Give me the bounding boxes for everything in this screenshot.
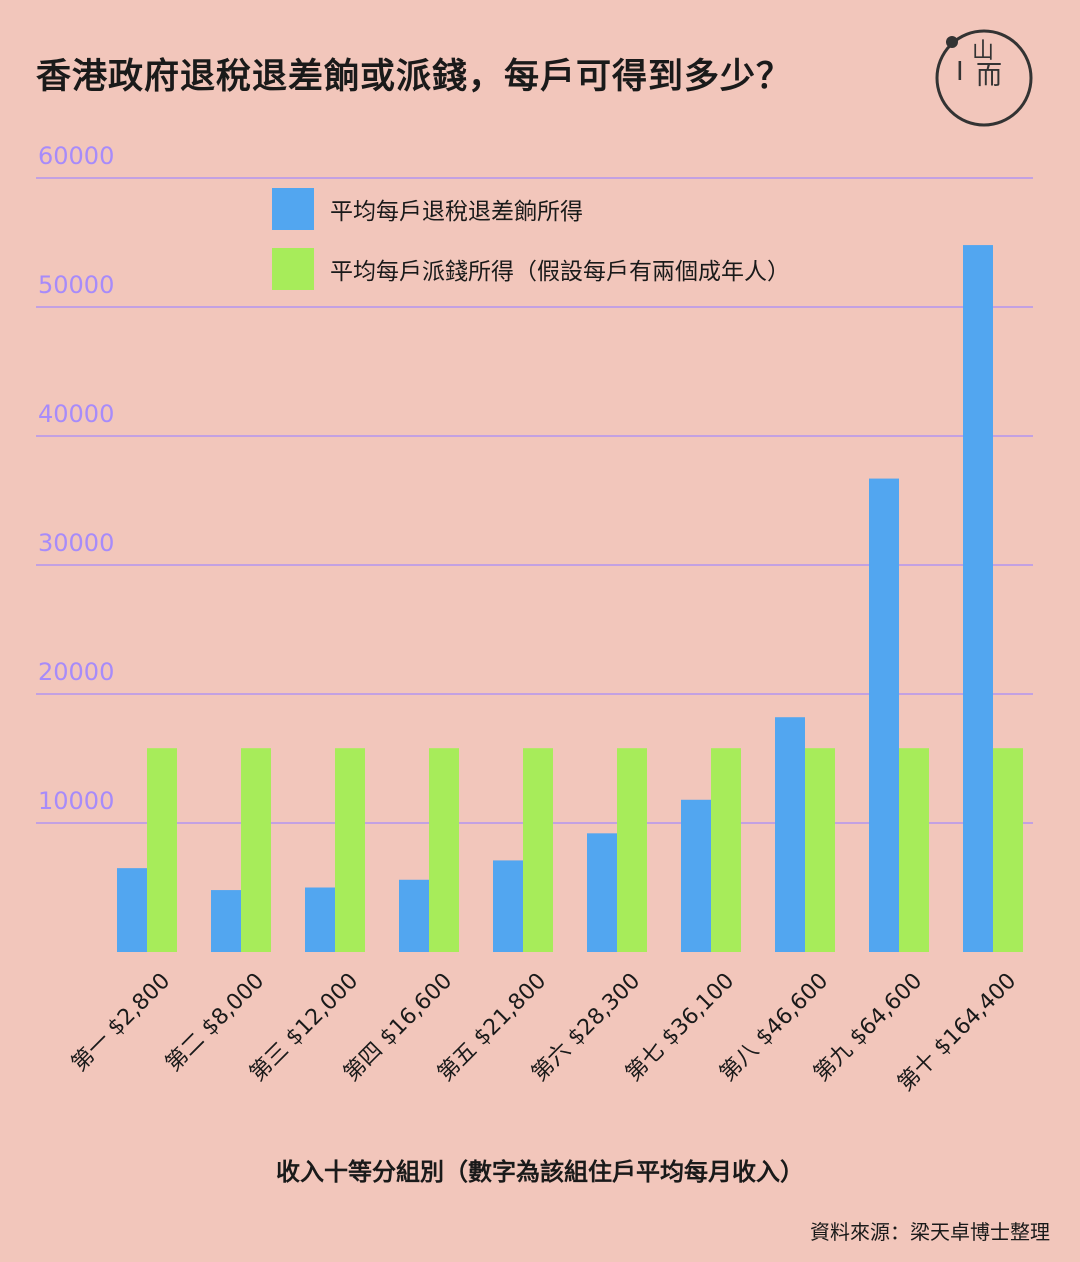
source-note: 資料來源：梁天卓博士整理	[810, 1220, 1050, 1244]
bar-cash-handout	[335, 748, 365, 952]
bar-cash-handout	[899, 748, 929, 952]
legend-label-cash-handout: 平均每戶派錢所得（假設每戶有兩個成年人）	[330, 259, 790, 285]
bar-tax-rebate	[117, 868, 147, 952]
bar-cash-handout	[805, 748, 835, 952]
y-tick-label: 10000	[38, 787, 114, 815]
bar-tax-rebate	[963, 245, 993, 952]
bar-cash-handout	[241, 748, 271, 952]
bar-tax-rebate	[399, 879, 429, 952]
bar-tax-rebate	[493, 860, 523, 952]
legend-label-tax-rebate: 平均每戶退稅退差餉所得	[330, 199, 583, 225]
bar-tax-rebate	[305, 887, 335, 952]
x-axis-label: 收入十等分組別（數字為該組住戶平均每月收入）	[276, 1158, 804, 1186]
bar-cash-handout	[711, 748, 741, 952]
bar-cash-handout	[429, 748, 459, 952]
bar-tax-rebate	[211, 890, 241, 952]
legend-swatch-tax-rebate	[272, 188, 314, 230]
y-tick-label: 60000	[38, 142, 114, 170]
y-tick-label: 30000	[38, 529, 114, 557]
logo-icon: I 山 而	[935, 29, 1033, 127]
y-tick-label: 20000	[38, 658, 114, 686]
y-tick-label: 50000	[38, 271, 114, 299]
chart-title: 香港政府退稅退差餉或派錢，每戶可得到多少？	[36, 57, 793, 97]
logo-char-top: 山	[972, 39, 994, 64]
bar-cash-handout	[523, 748, 553, 952]
y-tick-label: 40000	[38, 400, 114, 428]
logo-char-right: 而	[976, 61, 1002, 91]
bar-tax-rebate	[775, 717, 805, 952]
bar-cash-handout	[147, 748, 177, 952]
logo-char-left: I	[956, 57, 964, 87]
bar-tax-rebate	[869, 478, 899, 952]
bar-cash-handout	[617, 748, 647, 952]
bar-tax-rebate	[681, 799, 711, 952]
bar-tax-rebate	[587, 833, 617, 952]
bar-cash-handout	[993, 748, 1023, 952]
legend-swatch-cash-handout	[272, 248, 314, 290]
x-tick-label: 第一 $2,800	[67, 969, 175, 1077]
